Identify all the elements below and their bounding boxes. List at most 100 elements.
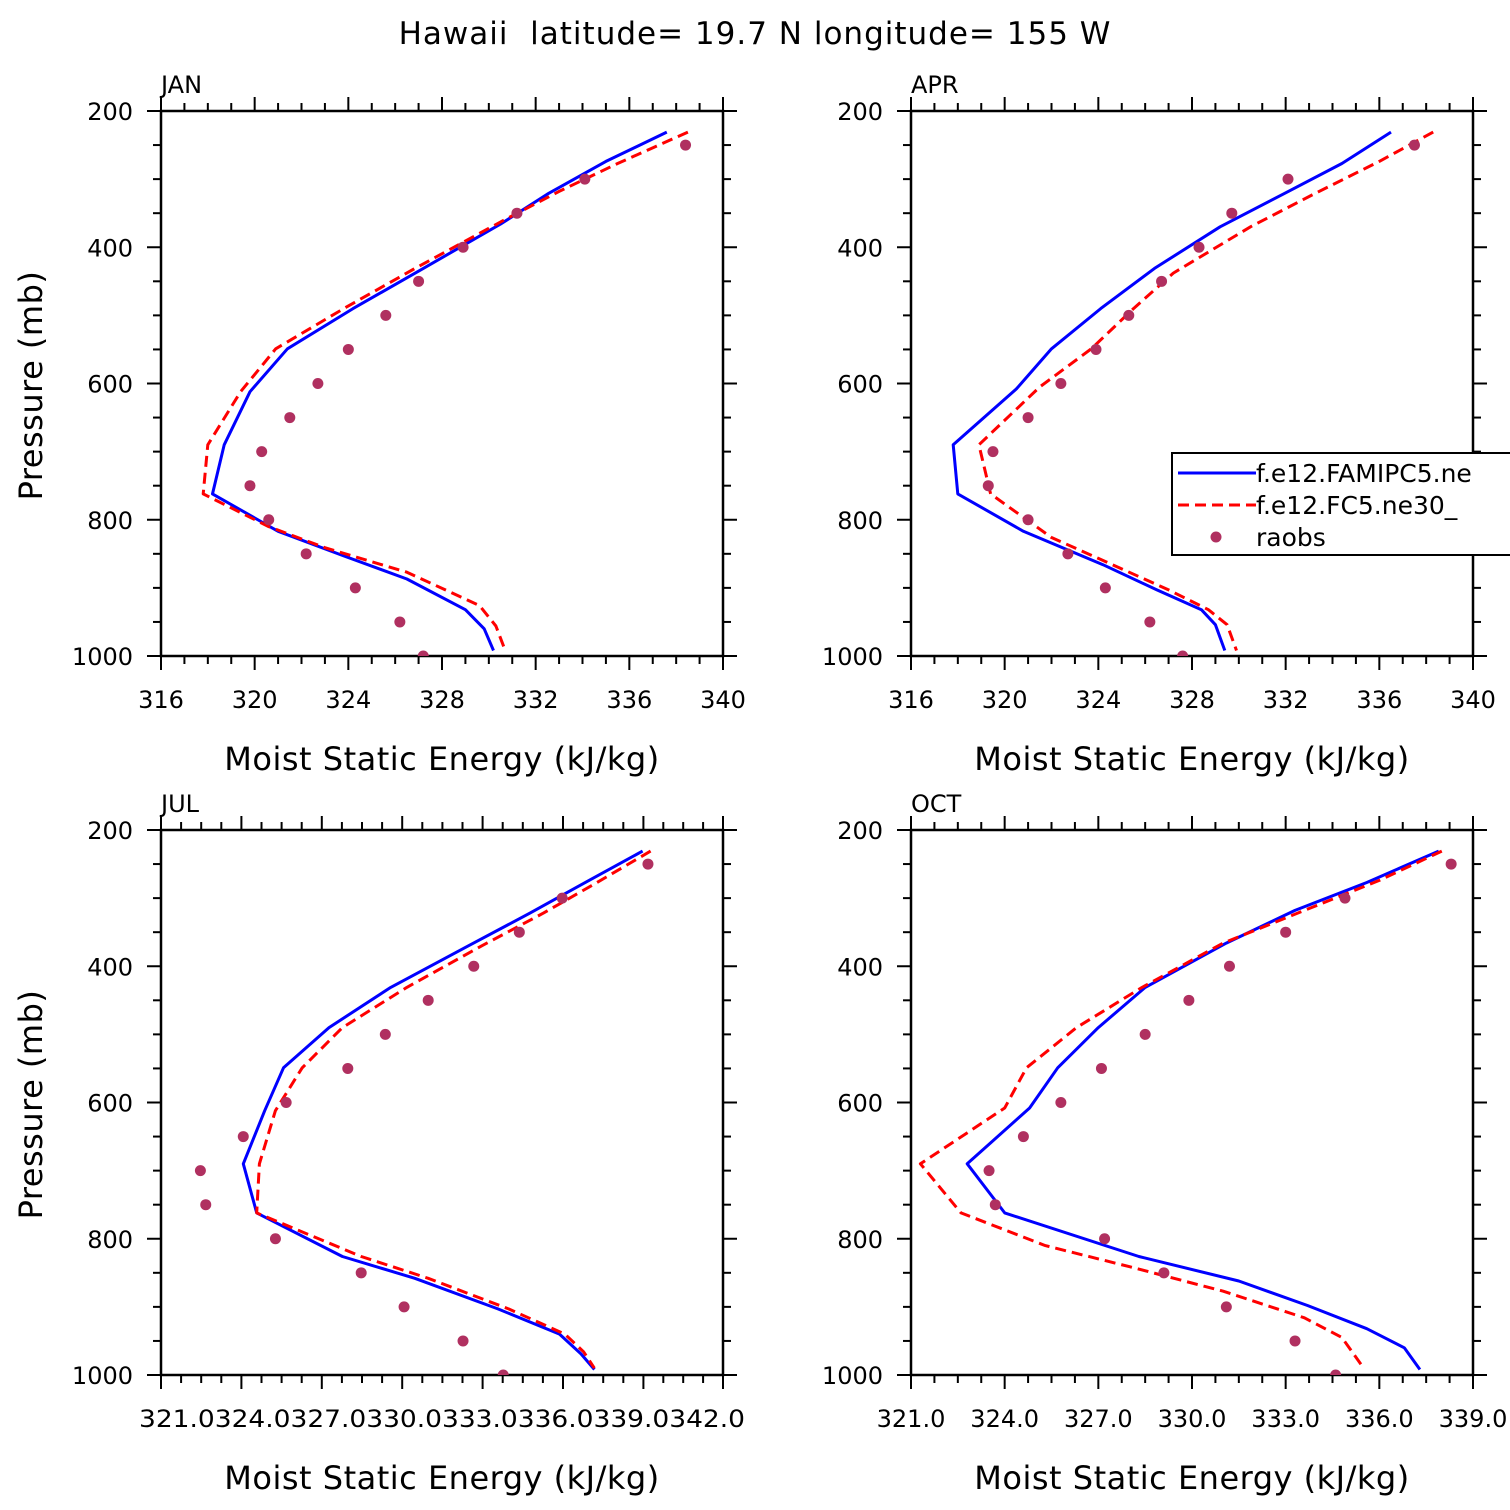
raobs-point	[394, 616, 406, 628]
x-tick-label: 320	[982, 686, 1028, 714]
raobs-point	[642, 858, 654, 870]
raobs-point	[284, 412, 296, 424]
raobs-point	[1280, 926, 1292, 938]
x-tick-label: 336	[606, 686, 652, 714]
fc5-line	[201, 130, 689, 652]
raobs-point	[1223, 960, 1235, 972]
raobs-point	[413, 275, 425, 287]
y-tick-label: 200	[837, 98, 883, 126]
y-tick-label: 200	[87, 817, 133, 845]
y-tick-label: 400	[87, 234, 133, 262]
famipc5-line	[211, 130, 668, 652]
raobs-point	[1408, 139, 1420, 151]
panels-group: JAN 200 400 600 800 1000 316 320 324 328 332 336 340…	[12, 71, 1507, 1497]
x-tick-label: 324	[1075, 686, 1121, 714]
legend-label: f.e12.FAMIPC5.ne	[1256, 459, 1472, 488]
y-tick-label: 800	[837, 507, 883, 535]
raobs-point	[1139, 1028, 1151, 1040]
series-group	[194, 849, 654, 1375]
raobs-point	[511, 207, 523, 219]
x-tick-label: 340	[700, 686, 746, 714]
panel-oct: OCT 200 400 600 800 1000 321.0 324.0 327.0 330.0 3…	[822, 790, 1507, 1497]
figure-title: Hawaii latitude= 19.7 N longitude= 155 W	[399, 16, 1112, 52]
raobs-point	[1177, 650, 1189, 656]
y-tick-label: 200	[837, 817, 883, 845]
raobs-point	[1017, 1131, 1029, 1143]
series-group	[951, 130, 1434, 656]
legend-box	[1171, 452, 1510, 556]
panel-label: JUL	[159, 790, 200, 818]
raobs-point	[312, 378, 324, 389]
raobs-point	[989, 1199, 1001, 1211]
x-tick-labels: 321.0324.0327.0330.0333.0336.0339.0342.0	[139, 1405, 745, 1433]
raobs-point	[1144, 616, 1156, 628]
x-tick-label: 336	[1356, 686, 1402, 714]
famipc5-line	[965, 849, 1440, 1371]
raobs-point	[1158, 1267, 1170, 1279]
raobs-point	[1055, 378, 1067, 389]
panel-label: JAN	[159, 71, 202, 99]
raobs-point	[457, 241, 469, 253]
raobs-point	[1282, 173, 1294, 185]
y-tick-label: 600	[87, 1090, 133, 1118]
raobs-point	[1183, 994, 1195, 1006]
raobs-point	[349, 582, 361, 594]
x-tick-label: 316	[888, 686, 934, 714]
raobs-point	[1193, 241, 1205, 253]
x-axis-title: Moist Static Energy (kJ/kg)	[974, 1459, 1409, 1497]
raobs-point	[417, 650, 429, 656]
x-tick-label: 333.0	[1251, 1405, 1320, 1433]
panel-label: APR	[911, 71, 959, 99]
x-tick-label: 328	[1169, 686, 1215, 714]
y-tick-label: 800	[87, 507, 133, 535]
raobs-point	[987, 446, 999, 458]
raobs-point	[1095, 1062, 1107, 1074]
raobs-point	[1226, 207, 1238, 219]
raobs-point	[256, 446, 268, 458]
panel-jul: JUL 200 400 600 800 1000321.0324.0327.0330.03…	[12, 790, 745, 1497]
x-axis-title: Moist Static Energy (kJ/kg)	[224, 740, 659, 778]
y-tick-label: 400	[837, 234, 883, 262]
x-tick-label: 321.0	[877, 1405, 946, 1433]
raobs-point	[355, 1267, 367, 1279]
x-tick-label: 336.0	[1345, 1405, 1414, 1433]
raobs-point	[680, 139, 692, 151]
raobs-point	[342, 343, 354, 355]
x-tick-label: 332	[513, 686, 559, 714]
raobs-point	[269, 1233, 281, 1245]
legend: f.e12.FAMIPC5.ne f.e12.FC5.ne30_raobs	[1171, 452, 1510, 556]
raobs-point	[1330, 1369, 1342, 1375]
x-tick-label: 339.0	[1439, 1405, 1508, 1433]
x-tick-label: 324	[325, 686, 371, 714]
x-axis-title: Moist Static Energy (kJ/kg)	[224, 1459, 659, 1497]
series-group	[201, 130, 692, 656]
y-tick-label: 800	[87, 1226, 133, 1254]
raobs-point	[280, 1097, 292, 1108]
raobs-point	[1445, 858, 1457, 870]
raobs-point	[194, 1165, 206, 1177]
raobs-point	[1099, 1233, 1111, 1245]
raobs-point	[379, 1028, 391, 1040]
plot-frame	[159, 828, 725, 1377]
raobs-point	[422, 994, 434, 1006]
plot-frame	[159, 109, 725, 658]
y-axis-title: Pressure (mb)	[12, 990, 50, 1220]
raobs-point	[982, 480, 994, 492]
x-tick-label: 340	[1450, 686, 1496, 714]
raobs-point	[300, 548, 312, 560]
fc5-line	[918, 849, 1443, 1370]
series-group	[918, 849, 1457, 1375]
legend-label: f.e12.FC5.ne30_	[1256, 491, 1458, 520]
raobs-point	[1062, 548, 1074, 560]
x-tick-label: 327.0	[1064, 1405, 1133, 1433]
y-tick-label: 1000	[72, 643, 133, 671]
raobs-point	[1220, 1301, 1232, 1313]
legend-label: raobs	[1256, 523, 1326, 552]
raobs-point	[237, 1131, 249, 1143]
legend-marker	[1210, 531, 1222, 543]
raobs-point	[1123, 309, 1135, 321]
raobs-point	[497, 1369, 509, 1375]
raobs-point	[398, 1301, 410, 1313]
